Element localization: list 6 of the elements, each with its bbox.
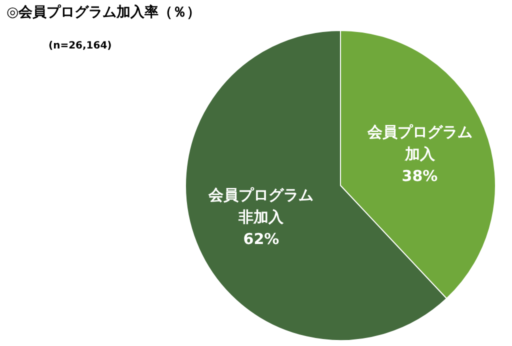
data-label: 38% <box>402 167 438 186</box>
data-label: 62% <box>243 230 280 248</box>
text: (n=26,164) <box>48 40 112 52</box>
slice-label: 会員プログラム加入 <box>366 123 472 164</box>
chart-title: ◎会員プログラム加入率（％） <box>6 4 201 20</box>
slice-label: 会員プログラム非加入 <box>208 186 314 226</box>
